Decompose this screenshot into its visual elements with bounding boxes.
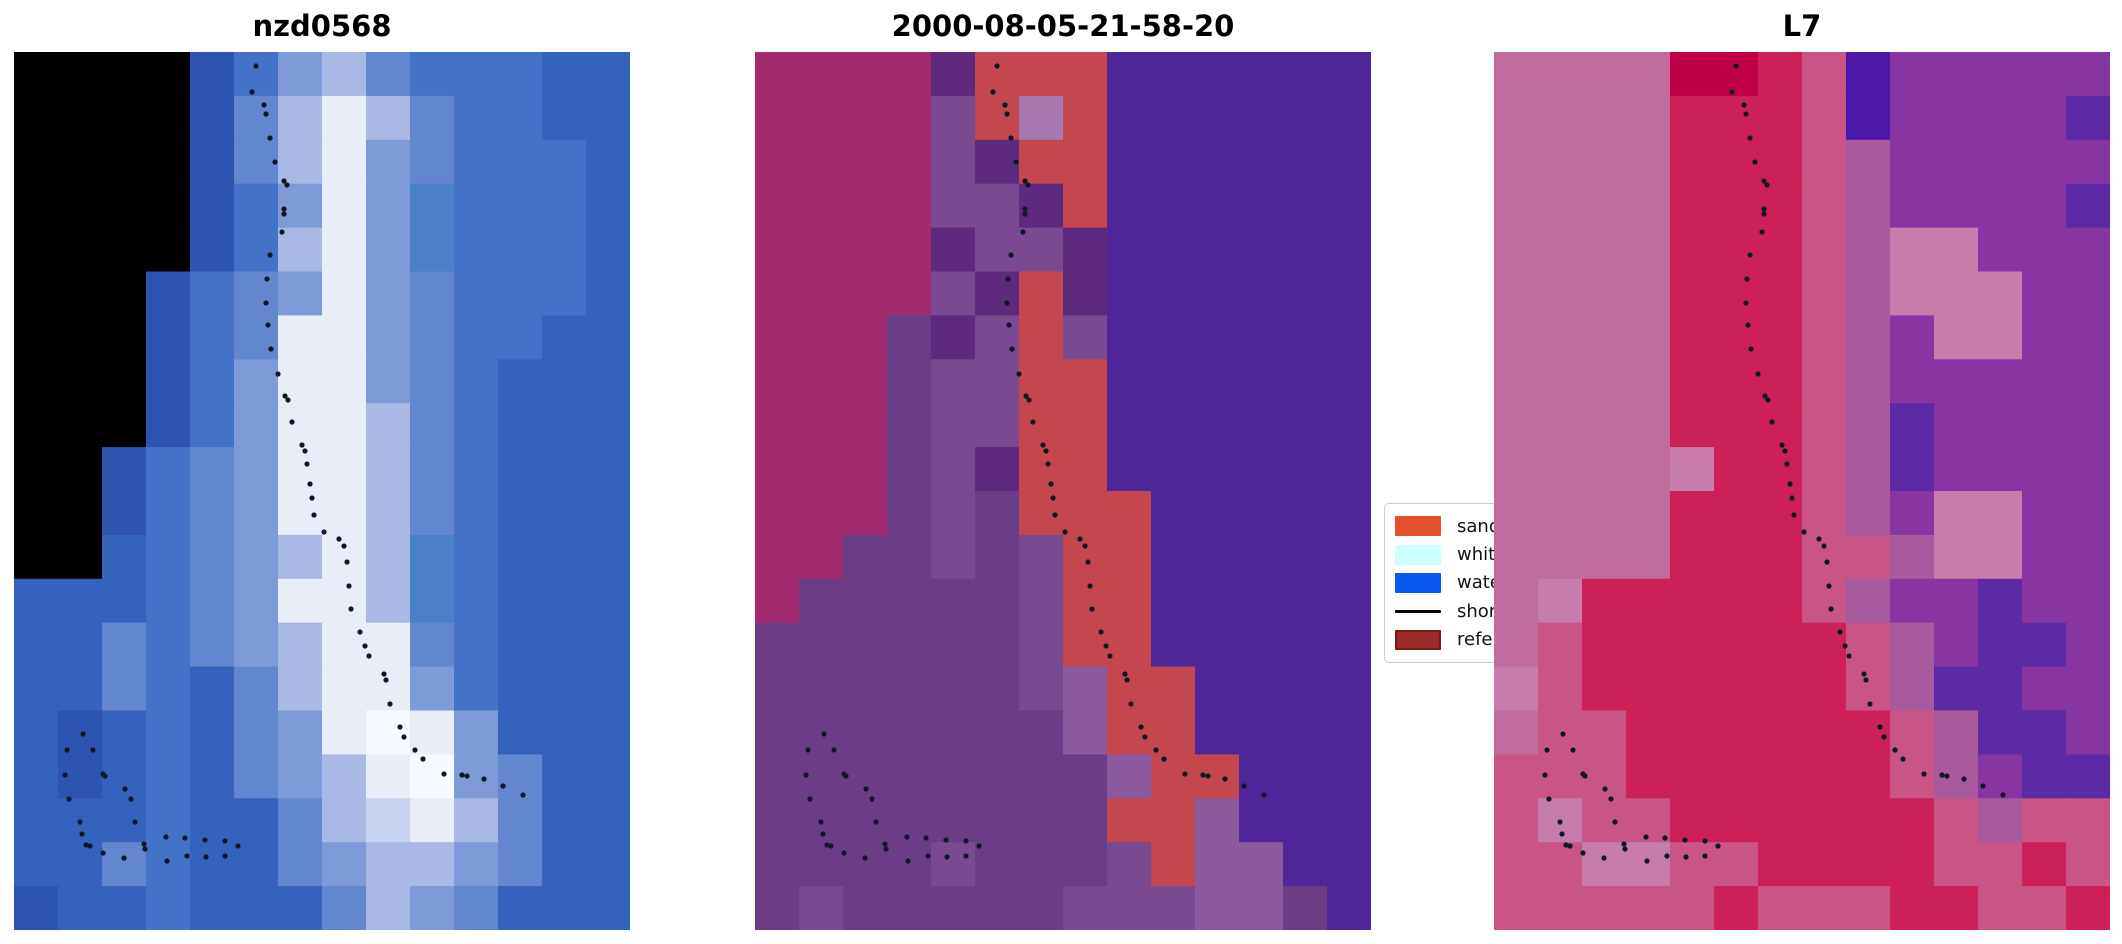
l7-scene-raster xyxy=(1494,52,2110,930)
panel-title-date: 2000-08-05-21-58-20 xyxy=(891,9,1235,43)
legend-label-sand: sand xyxy=(1457,515,1501,537)
rgb-scene-raster xyxy=(14,52,630,930)
panel-title-l7: L7 xyxy=(1782,9,1822,43)
classified-scene-raster xyxy=(755,52,1371,930)
panel-title-nzd0568: nzd0568 xyxy=(252,9,392,43)
legend-item-sand: sand xyxy=(1395,514,1585,538)
sand-swatch-icon xyxy=(1395,516,1441,537)
shoreline-line-icon xyxy=(1395,609,1441,613)
panel-image-l7-scene xyxy=(1494,52,2110,930)
whitewater-swatch-icon xyxy=(1395,544,1441,565)
panel-image-classified-scene xyxy=(755,52,1371,930)
panel-image-rgb-scene xyxy=(14,52,630,930)
water-swatch-icon xyxy=(1395,572,1441,593)
reference-swatch-icon xyxy=(1395,629,1441,650)
